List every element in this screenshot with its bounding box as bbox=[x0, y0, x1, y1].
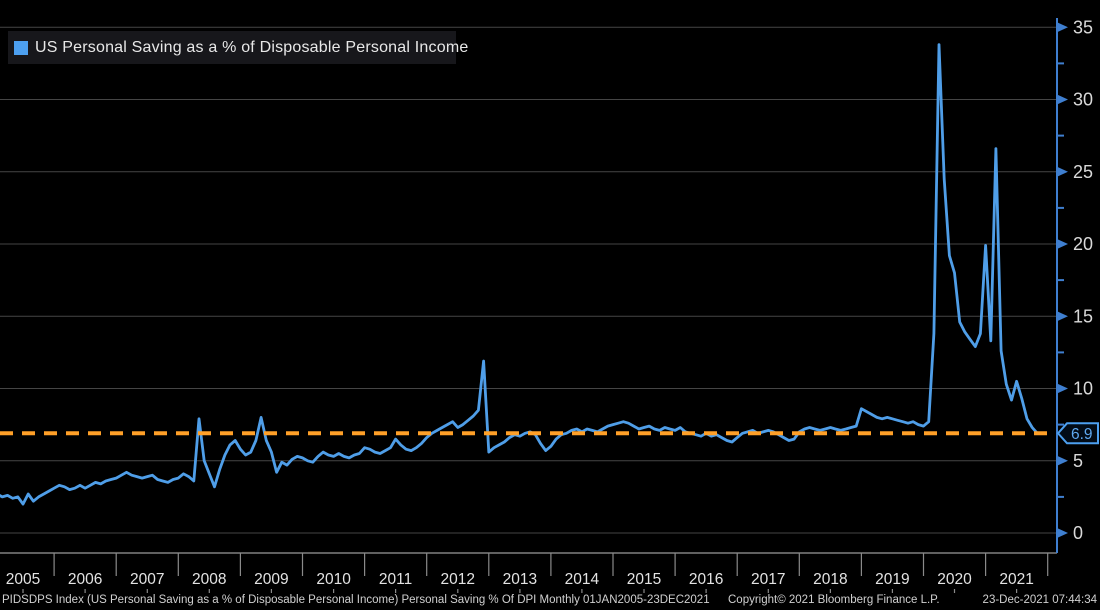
y-tick-label-30: 30 bbox=[1073, 90, 1093, 110]
y-tick-label-25: 25 bbox=[1073, 162, 1093, 182]
last-value-badge-label: 6.9 bbox=[1071, 426, 1093, 443]
x-tick-label-2007: 2007 bbox=[130, 571, 164, 588]
x-tick-label-2005: 2005 bbox=[6, 571, 40, 588]
y-tick-arrow-15 bbox=[1057, 311, 1068, 322]
footer: PIDSDPS Index (US Personal Saving as a %… bbox=[0, 592, 1100, 610]
x-tick-label-2015: 2015 bbox=[627, 571, 661, 588]
y-tick-label-10: 10 bbox=[1073, 379, 1093, 399]
x-tick-label-2011: 2011 bbox=[379, 571, 412, 588]
footer-ticker-description: PIDSDPS Index (US Personal Saving as a %… bbox=[2, 594, 710, 606]
legend-label: US Personal Saving as a % of Disposable … bbox=[35, 38, 469, 56]
y-tick-arrow-5 bbox=[1057, 455, 1068, 466]
y-tick-label-20: 20 bbox=[1073, 234, 1093, 254]
footer-copyright: Copyright© 2021 Bloomberg Finance L.P. bbox=[728, 594, 940, 606]
x-tick-label-2019: 2019 bbox=[875, 571, 909, 588]
y-tick-arrow-35 bbox=[1057, 22, 1068, 33]
x-tick-label-2013: 2013 bbox=[503, 571, 537, 588]
x-tick-label-2017: 2017 bbox=[751, 571, 785, 588]
legend-swatch-icon bbox=[14, 40, 28, 55]
x-tick-label-2008: 2008 bbox=[192, 571, 226, 588]
x-tick-label-2012: 2012 bbox=[441, 571, 475, 588]
y-tick-arrow-25 bbox=[1057, 166, 1068, 177]
x-tick-label-2018: 2018 bbox=[813, 571, 847, 588]
x-tick-label-2016: 2016 bbox=[689, 571, 723, 588]
x-tick-label-2020: 2020 bbox=[937, 571, 972, 588]
y-tick-arrow-20 bbox=[1057, 239, 1068, 249]
last-value-badge bbox=[1056, 422, 1099, 445]
y-tick-label-0: 0 bbox=[1073, 523, 1083, 543]
y-tick-label-35: 35 bbox=[1073, 17, 1093, 37]
x-tick-label-2006: 2006 bbox=[68, 571, 102, 588]
x-tick-label-2010: 2010 bbox=[316, 571, 351, 588]
y-tick-label-5: 5 bbox=[1073, 451, 1083, 471]
x-tick-label-2009: 2009 bbox=[254, 571, 288, 588]
y-tick-arrow-10 bbox=[1057, 383, 1068, 394]
y-tick-arrow-30 bbox=[1057, 94, 1068, 105]
x-tick-label-2021: 2021 bbox=[999, 571, 1033, 588]
x-tick-label-2014: 2014 bbox=[565, 571, 600, 588]
y-tick-label-15: 15 bbox=[1073, 306, 1093, 326]
footer-timestamp: 23-Dec-2021 07:44:34 bbox=[982, 594, 1097, 606]
legend-item[interactable]: US Personal Saving as a % of Disposable … bbox=[8, 31, 468, 64]
y-tick-arrow-0 bbox=[1057, 528, 1068, 538]
